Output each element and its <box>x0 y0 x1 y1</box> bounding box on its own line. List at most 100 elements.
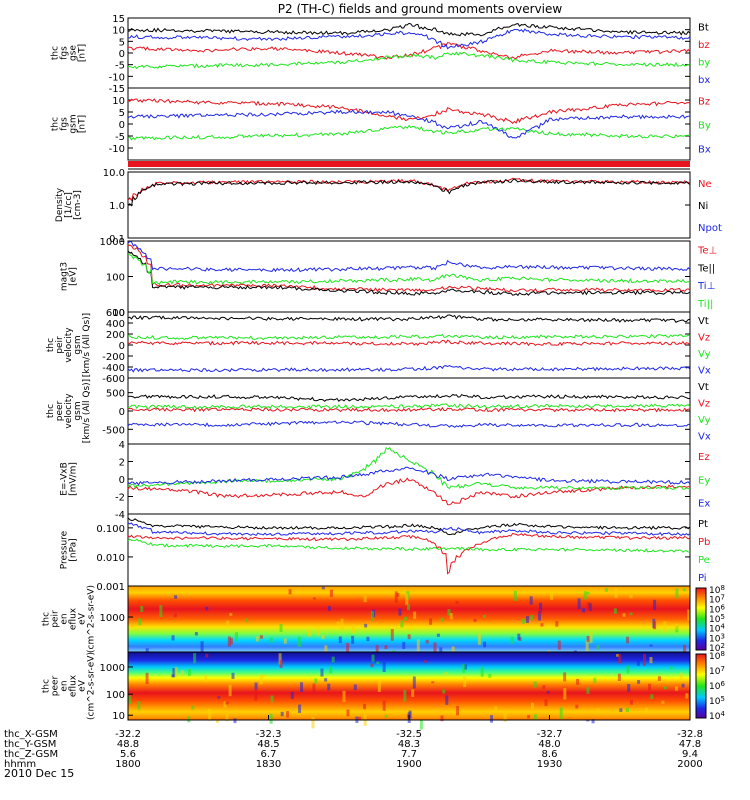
spectrogram-streak <box>398 608 402 616</box>
x-row-value: 48.3 <box>398 739 420 750</box>
spectrogram-streak <box>351 624 355 634</box>
colorbar-label: 102 <box>709 642 725 654</box>
spectrogram-streak <box>233 718 237 724</box>
spectrogram-streak <box>626 665 630 674</box>
spectrogram-streak <box>407 628 411 631</box>
spectrogram-streak <box>300 682 304 692</box>
spectrogram-streak <box>346 642 350 653</box>
spectrogram-streak <box>544 699 548 706</box>
x-row-value: 48.5 <box>257 739 279 750</box>
ylabel-line: thc <box>46 338 56 352</box>
spectrogram-streak <box>244 618 248 623</box>
spectrogram-streak <box>362 703 366 710</box>
spectrogram-streak <box>412 676 416 689</box>
ylabel-line: gse <box>69 45 79 61</box>
spectrogram-streak <box>288 589 292 595</box>
spectrogram-streak <box>559 707 563 720</box>
spectrogram-streak <box>407 634 411 640</box>
spectrogram-streak <box>342 690 346 702</box>
spectrogram-streak <box>358 716 362 721</box>
spectrogram-streak <box>286 711 290 718</box>
spectrogram-streak <box>278 653 282 665</box>
spectrogram-streak <box>225 701 229 705</box>
spectrogram-streak <box>581 608 585 613</box>
spectrogram-streak <box>625 707 629 713</box>
colorbar-label: 106 <box>709 680 725 692</box>
spectrogram-streak <box>411 689 415 697</box>
spectrogram-streak <box>320 668 324 677</box>
legend-entry: Ne <box>698 179 712 190</box>
series-Te||-line <box>127 250 691 297</box>
spectrogram-streak <box>533 681 537 688</box>
x-row-value: -32.8 <box>677 729 703 740</box>
spectrogram-streak <box>324 645 328 657</box>
spectrogram-streak <box>661 700 665 704</box>
spectrogram-streak <box>657 676 661 681</box>
spectrogram-streak <box>377 680 381 692</box>
spectrogram-streak <box>525 616 529 623</box>
spectrogram-streak <box>208 708 212 721</box>
spectrogram-streak <box>530 702 534 709</box>
x-row-value: 8.6 <box>542 749 558 760</box>
series-Bt-line <box>127 22 691 37</box>
y-tick-label: 100 <box>106 690 125 701</box>
spectrogram-streak <box>205 653 209 658</box>
colorbar-label: 105 <box>709 695 725 707</box>
spectrogram-streak <box>439 647 443 654</box>
x-row-value: 1900 <box>396 759 421 770</box>
spectrogram-streak <box>463 664 467 670</box>
spectrogram-streak <box>503 712 507 722</box>
spectrogram-streak <box>451 646 455 654</box>
spectrogram-streak <box>382 700 386 711</box>
spectrogram-streak <box>159 605 163 617</box>
spectrogram-streak <box>627 684 631 692</box>
y-tick-label: -10 <box>109 72 125 83</box>
panel-1-ylabel: thcfgsgse[nT] <box>51 44 88 62</box>
spectrogram-streak <box>637 680 641 684</box>
spectrogram-streak <box>436 633 440 637</box>
spectrogram-streak <box>473 618 477 622</box>
colorbar-label: 105 <box>709 613 725 625</box>
colorbar-label: 104 <box>709 623 725 635</box>
spectrogram-streak <box>586 591 590 595</box>
legend-entry: by <box>698 58 710 69</box>
panel-8-ylabel: Pressure[nPa] <box>60 530 79 569</box>
ylabel-line: thc <box>51 46 61 60</box>
spectrogram-streak <box>425 639 429 644</box>
spectrogram-streak <box>327 683 331 691</box>
panel-10-ylabel: thcpeerenefluxeV(cm^2-s-sr-eV) <box>42 652 97 720</box>
figure-title: P2 (TH-C) fields and ground moments over… <box>278 2 563 16</box>
spectrogram <box>128 652 690 720</box>
spectrogram-streak <box>174 595 178 599</box>
ylabel-line: gsm <box>69 114 79 133</box>
spectrogram-streak <box>370 663 374 668</box>
spectrogram-streak <box>488 673 492 678</box>
panel-5: thcpeirvelocitygsm[km/s (All Qs)] 6004002… <box>46 308 711 385</box>
spectrogram-streak <box>588 603 592 611</box>
spectrogram-streak <box>586 635 590 642</box>
spectrogram-streak <box>191 705 195 710</box>
y-tick-label: 5 <box>119 37 125 48</box>
ylabel-line: fgs <box>60 46 70 60</box>
series-By-line <box>127 124 691 141</box>
spectrogram-streak <box>226 620 230 627</box>
series-Te⊥-line <box>127 244 691 293</box>
panels: thcfgsgse[nT]151050-5-10-15Btbzbybxthcfg… <box>42 14 725 730</box>
ylabel-line: peer <box>51 675 61 696</box>
spectrogram-streak <box>636 658 640 666</box>
spectrogram-streak <box>172 667 176 678</box>
panel-4-ylabel: magt3[eV] <box>60 262 79 291</box>
spectrogram-streak <box>312 597 316 600</box>
spectrogram-streak <box>527 714 531 719</box>
series-Bz-line <box>127 98 691 125</box>
ylabel-line: [nPa] <box>69 538 79 561</box>
spectrogram-streak <box>280 711 284 717</box>
spectrogram-streak <box>650 694 654 700</box>
spectrogram-streak <box>193 653 197 664</box>
spectrogram-streak <box>529 596 533 605</box>
panel-2-ylabel: thcfgsgsm[nT] <box>51 114 88 133</box>
spectrogram-streak <box>649 657 653 664</box>
y-tick-label: -400 <box>102 363 125 374</box>
spectrogram-streak <box>585 639 589 652</box>
